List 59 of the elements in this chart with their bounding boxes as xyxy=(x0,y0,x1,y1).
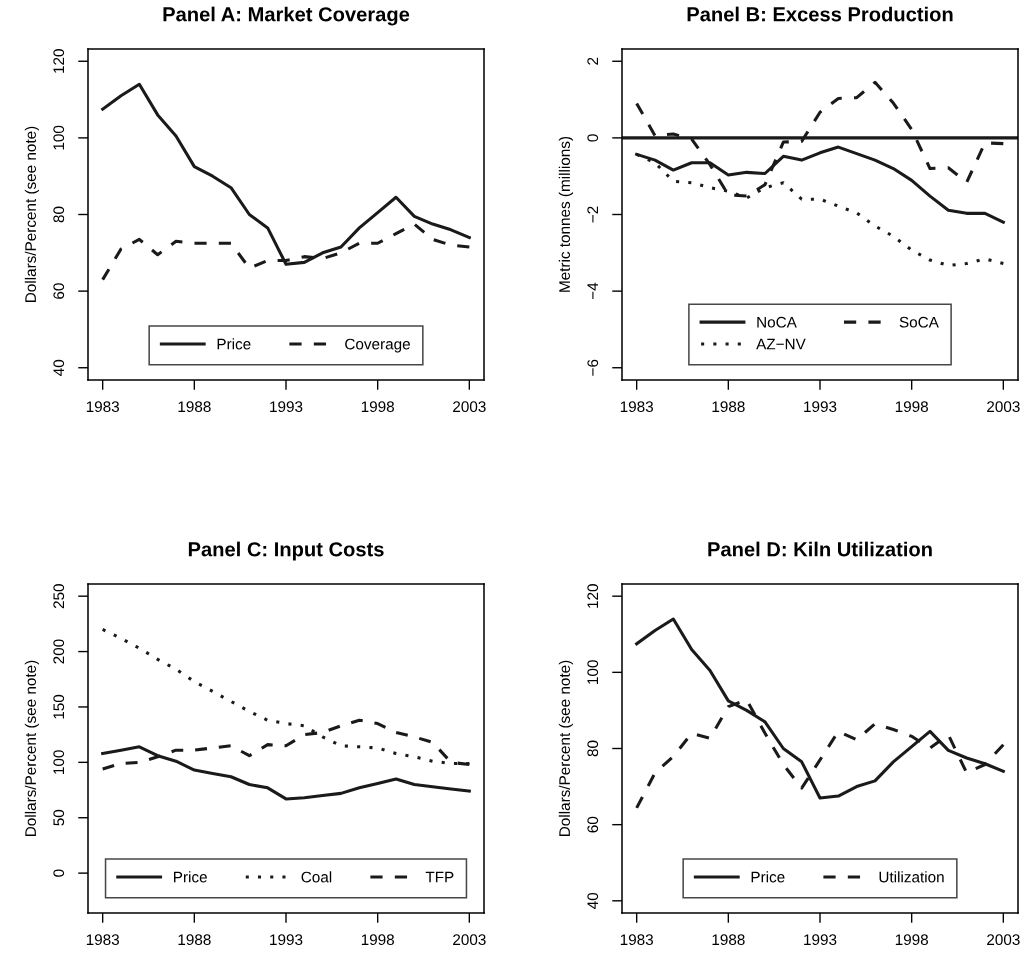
y-tick-label: 40 xyxy=(53,359,65,376)
chart-title: Panel B: Excess Production xyxy=(687,6,953,22)
y-tick-label: 100 xyxy=(53,750,65,774)
legend-label: Coal xyxy=(301,871,332,883)
legend-label: NoCA xyxy=(757,316,797,328)
y-tick-label: 80 xyxy=(53,206,65,223)
x-tick-label: 1983 xyxy=(620,934,653,946)
y-tick-label: 80 xyxy=(587,740,599,757)
x-tick-label: 1983 xyxy=(86,401,119,413)
x-tick-label: 2003 xyxy=(987,401,1020,413)
legend-label: Price xyxy=(217,338,251,350)
legend-label: TFP xyxy=(425,871,454,883)
legend-label: Price xyxy=(751,871,785,883)
chart-title: Panel C: Input Costs xyxy=(188,541,384,561)
y-tick-label: −4 xyxy=(587,282,598,300)
x-tick-label: 1988 xyxy=(712,934,745,946)
y-tick-label: 150 xyxy=(53,694,65,719)
y-tick-label: 60 xyxy=(53,283,65,299)
x-tick-label: 1983 xyxy=(620,401,653,413)
x-tick-label: 1998 xyxy=(361,401,394,413)
y-tick-label: 40 xyxy=(587,892,599,909)
x-tick-label: 1998 xyxy=(895,934,928,946)
x-tick-label: 2003 xyxy=(987,934,1020,946)
y-tick-label: 250 xyxy=(53,584,65,609)
y-tick-label: −2 xyxy=(587,206,598,223)
x-tick-label: 2003 xyxy=(453,401,486,413)
y-axis-title: Dollars/Percent (see note) xyxy=(558,660,574,836)
x-tick-label: 1993 xyxy=(804,934,837,946)
y-tick-label: 200 xyxy=(53,639,65,664)
x-tick-label: 1993 xyxy=(270,401,303,413)
y-tick-label: −6 xyxy=(587,359,599,376)
y-axis-title: Dollars/Percent (see note) xyxy=(24,126,40,302)
x-tick-label: 1998 xyxy=(895,401,928,413)
x-tick-label: 1993 xyxy=(804,401,837,413)
y-tick-label: 100 xyxy=(587,660,599,684)
y-tick-label: 120 xyxy=(587,584,599,608)
y-tick-label: 0 xyxy=(587,134,599,142)
y-tick-label: 2 xyxy=(587,57,598,65)
y-axis-title: Dollars/Percent (see note) xyxy=(24,660,40,836)
y-tick-label: 120 xyxy=(53,49,65,73)
y-axis-title: Metric tonnes (millions) xyxy=(558,136,574,292)
legend-label: Price xyxy=(174,871,207,883)
legend-label: AZ−NV xyxy=(756,338,806,350)
x-tick-label: 1988 xyxy=(178,934,211,946)
x-tick-label: 1983 xyxy=(86,934,119,946)
legend-label: SoCA xyxy=(899,316,939,328)
y-tick-label: 50 xyxy=(53,809,65,826)
chart-title: Panel A: Market Coverage xyxy=(163,6,410,26)
legend-label: Coverage xyxy=(345,338,410,353)
legend-label: Utilization xyxy=(879,871,944,883)
y-tick-label: 100 xyxy=(53,125,65,150)
x-tick-label: 1988 xyxy=(178,401,211,413)
x-tick-label: 2003 xyxy=(453,934,486,946)
x-tick-label: 1993 xyxy=(270,934,303,946)
y-tick-label: 60 xyxy=(587,816,599,833)
y-tick-label: 0 xyxy=(53,869,65,877)
x-tick-label: 1998 xyxy=(361,934,394,946)
chart-title: Panel D: Kiln Utilization xyxy=(708,541,932,557)
x-tick-label: 1988 xyxy=(712,401,745,413)
